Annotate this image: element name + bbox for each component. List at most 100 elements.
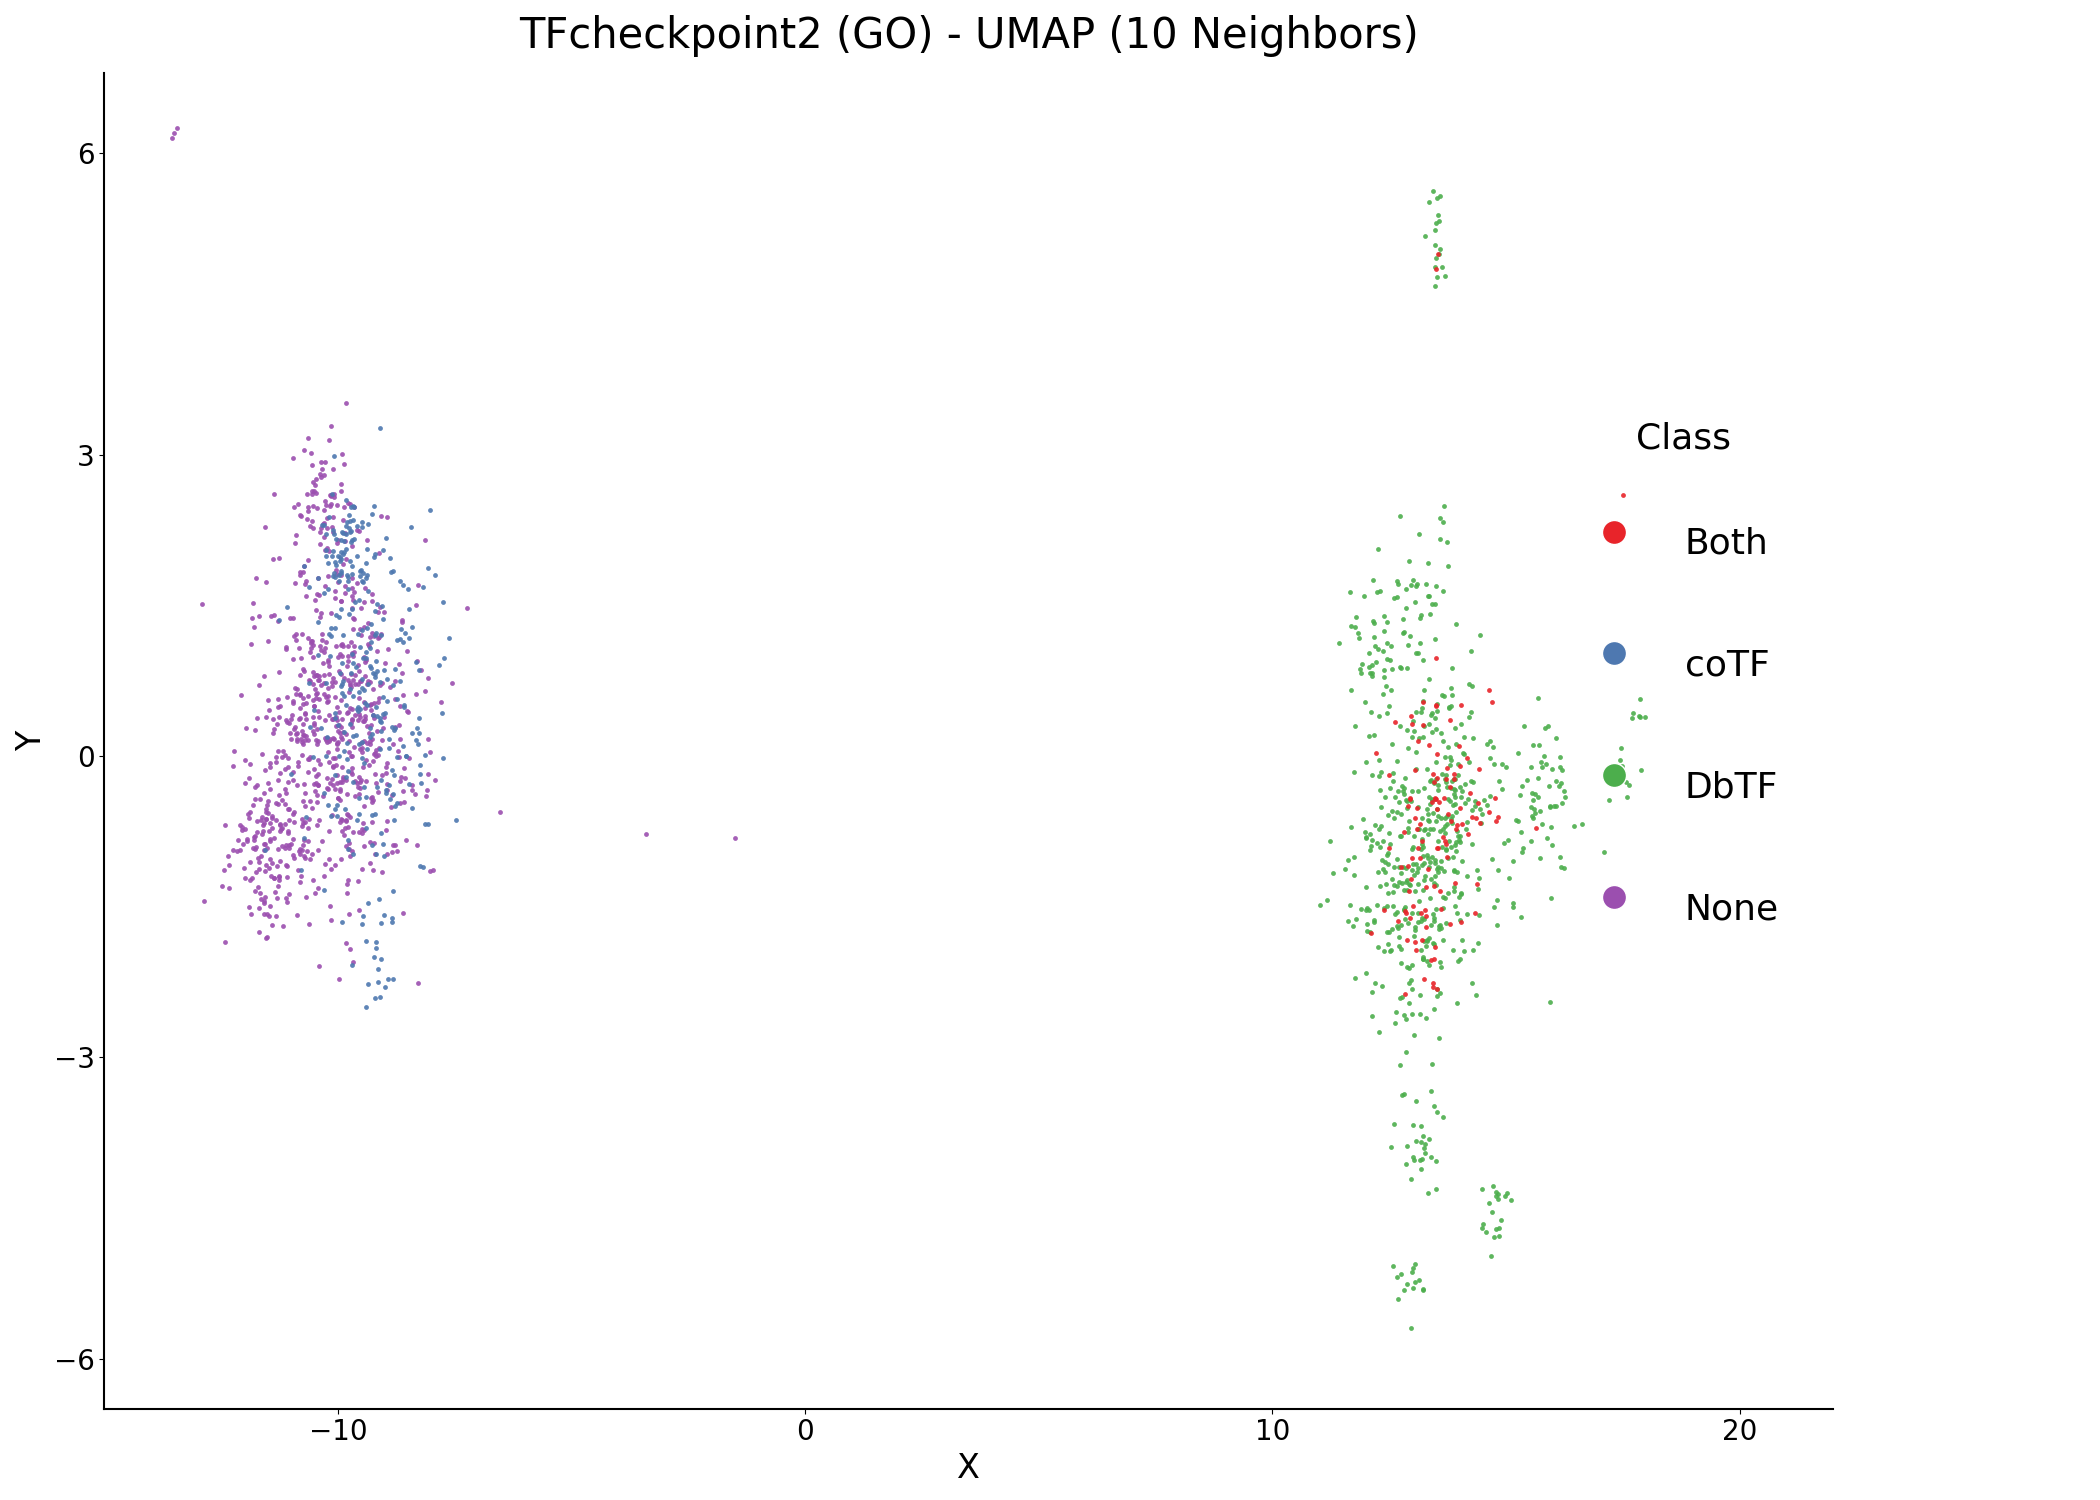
Point bbox=[286, 657, 319, 681]
Point bbox=[1334, 815, 1367, 839]
Point bbox=[342, 702, 376, 726]
Point bbox=[311, 648, 344, 672]
Point bbox=[342, 705, 376, 729]
Point bbox=[1462, 930, 1495, 954]
Point bbox=[365, 622, 399, 646]
Point bbox=[1489, 1184, 1522, 1208]
Point bbox=[483, 800, 517, 824]
Point bbox=[304, 462, 338, 486]
Point bbox=[323, 606, 357, 630]
Point bbox=[296, 470, 330, 494]
Point bbox=[1367, 830, 1401, 854]
Point bbox=[239, 808, 273, 832]
Point bbox=[340, 514, 374, 538]
Point bbox=[1392, 956, 1426, 980]
Point bbox=[294, 640, 328, 664]
Point bbox=[370, 526, 403, 550]
Point bbox=[311, 578, 344, 602]
Point bbox=[376, 732, 410, 756]
Point bbox=[248, 514, 281, 538]
Point bbox=[363, 596, 397, 619]
Point bbox=[1386, 1004, 1420, 1028]
Point bbox=[1405, 806, 1439, 830]
Point bbox=[1394, 867, 1428, 891]
Point bbox=[1407, 928, 1441, 952]
Point bbox=[1348, 690, 1382, 714]
Point bbox=[311, 550, 344, 574]
Point bbox=[277, 570, 311, 594]
Point bbox=[1418, 864, 1451, 888]
Point bbox=[1376, 894, 1409, 918]
Point bbox=[1331, 847, 1365, 871]
Point bbox=[1380, 585, 1413, 609]
Point bbox=[1382, 1287, 1415, 1311]
Point bbox=[1497, 896, 1531, 920]
Point bbox=[288, 555, 321, 579]
Point bbox=[311, 819, 344, 843]
Point bbox=[1420, 742, 1453, 766]
Point bbox=[361, 886, 395, 910]
Point bbox=[1392, 808, 1426, 832]
Point bbox=[336, 644, 370, 668]
Point bbox=[344, 558, 378, 582]
Point bbox=[1428, 264, 1462, 288]
Point bbox=[1420, 246, 1453, 270]
Point bbox=[1436, 766, 1470, 790]
Point bbox=[407, 574, 441, 598]
Point bbox=[317, 484, 351, 508]
Point bbox=[1403, 812, 1436, 836]
Point bbox=[1359, 634, 1392, 658]
Point bbox=[319, 777, 353, 801]
Point bbox=[258, 825, 292, 849]
Point bbox=[342, 658, 376, 682]
Point bbox=[1411, 712, 1445, 736]
Point bbox=[344, 818, 378, 842]
Point bbox=[363, 674, 397, 698]
Point bbox=[393, 626, 426, 650]
Point bbox=[326, 509, 359, 532]
Point bbox=[361, 736, 395, 760]
Point bbox=[355, 810, 388, 834]
Point bbox=[1527, 744, 1560, 768]
Point bbox=[1487, 831, 1520, 855]
Point bbox=[1457, 789, 1491, 813]
Point bbox=[1420, 976, 1453, 1000]
Point bbox=[1394, 858, 1428, 882]
Point bbox=[260, 687, 294, 711]
Point bbox=[248, 831, 281, 855]
Point bbox=[1413, 849, 1447, 873]
Point bbox=[342, 588, 376, 612]
Point bbox=[1405, 909, 1439, 933]
Point bbox=[239, 859, 273, 883]
Point bbox=[344, 740, 378, 764]
Point bbox=[304, 602, 338, 625]
Point bbox=[336, 952, 370, 976]
Point bbox=[1405, 833, 1439, 856]
Point bbox=[323, 968, 357, 992]
Point bbox=[313, 771, 346, 795]
Point bbox=[1357, 610, 1390, 634]
Point bbox=[311, 650, 344, 674]
Point bbox=[227, 833, 260, 856]
Point bbox=[294, 441, 328, 465]
Point bbox=[267, 914, 300, 938]
Point bbox=[1455, 938, 1489, 962]
Point bbox=[311, 516, 344, 540]
Point bbox=[279, 726, 313, 750]
Point bbox=[1392, 736, 1426, 760]
Point bbox=[1432, 708, 1466, 732]
Point bbox=[260, 750, 294, 774]
Point bbox=[1604, 735, 1638, 759]
Point bbox=[296, 453, 330, 477]
Point bbox=[321, 694, 355, 718]
Point bbox=[1420, 256, 1453, 280]
Point bbox=[1451, 822, 1485, 846]
Point bbox=[386, 780, 420, 804]
Point bbox=[250, 705, 284, 729]
Point bbox=[334, 630, 367, 654]
Point bbox=[239, 717, 273, 741]
Point bbox=[1413, 926, 1447, 950]
Point bbox=[338, 528, 372, 552]
Point bbox=[349, 576, 382, 600]
Point bbox=[403, 762, 437, 786]
